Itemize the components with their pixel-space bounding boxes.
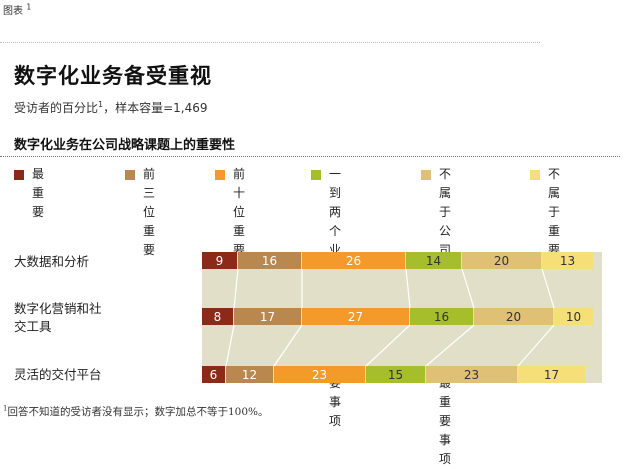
bar-segment bbox=[202, 308, 233, 325]
legend-label: 最重要 bbox=[32, 167, 45, 219]
data-label: 9 bbox=[216, 254, 224, 268]
connector-line bbox=[425, 324, 475, 367]
data-label: 10 bbox=[566, 310, 581, 324]
legend-swatch bbox=[14, 170, 24, 180]
bar-segment bbox=[202, 366, 225, 383]
data-label: 20 bbox=[494, 254, 509, 268]
data-label: 16 bbox=[262, 254, 277, 268]
bar-segment bbox=[202, 252, 237, 269]
connector-line bbox=[517, 324, 555, 367]
chart-title: 数字化业务在公司战略课题上的重要性 bbox=[14, 138, 236, 153]
legend-label: 前十位 重要 bbox=[233, 167, 246, 257]
bar-segment bbox=[542, 252, 593, 269]
category-label: 大数据和分析 bbox=[14, 254, 90, 269]
data-label: 27 bbox=[348, 310, 363, 324]
legend-swatch bbox=[311, 170, 321, 180]
connector-line bbox=[233, 268, 239, 309]
bar-segment bbox=[518, 366, 585, 383]
legend-swatch bbox=[215, 170, 225, 180]
data-label: 15 bbox=[388, 368, 403, 382]
connector-line bbox=[225, 324, 235, 367]
figure-label: 图表 1 bbox=[3, 2, 32, 17]
data-label: 17 bbox=[260, 310, 275, 324]
bar-segment bbox=[410, 308, 473, 325]
category-label: 灵活的交付平台 bbox=[14, 367, 102, 382]
data-label: 20 bbox=[506, 310, 521, 324]
bar-segment bbox=[234, 308, 301, 325]
bar-segment bbox=[406, 252, 461, 269]
category-label: 数字化营销和社 交工具 bbox=[14, 301, 102, 334]
legend-swatch bbox=[421, 170, 431, 180]
bar-segment bbox=[474, 308, 553, 325]
connector-line bbox=[461, 268, 475, 309]
bar-segment bbox=[426, 366, 517, 383]
connector-line bbox=[365, 324, 411, 367]
data-label: 6 bbox=[210, 368, 218, 382]
top-divider bbox=[0, 42, 540, 43]
page-title: 数字化业务备受重视 bbox=[14, 64, 212, 88]
stacked-bar-chart: 9 16 26 14 20 13 8 17 27 16 20 10 6 12 23 15 23 17 bbox=[202, 252, 602, 383]
legend-swatch bbox=[530, 170, 540, 180]
bar-segment bbox=[302, 252, 405, 269]
data-label: 16 bbox=[434, 310, 449, 324]
bar-segment bbox=[302, 308, 409, 325]
data-label: 26 bbox=[346, 254, 361, 268]
data-label: 13 bbox=[560, 254, 575, 268]
bar-segment bbox=[462, 252, 541, 269]
data-label: 17 bbox=[544, 368, 559, 382]
legend-label: 前三位 重要 bbox=[143, 167, 156, 257]
data-label: 8 bbox=[214, 310, 222, 324]
subtitle: 受访者的百分比1，样本容量=1,469 bbox=[14, 100, 208, 115]
header-divider bbox=[0, 156, 620, 157]
data-label: 23 bbox=[464, 368, 479, 382]
connector-line bbox=[273, 324, 303, 367]
bar-segment bbox=[238, 252, 301, 269]
bar-segment bbox=[226, 366, 273, 383]
data-label: 23 bbox=[312, 368, 327, 382]
footnote: 1回答不知道的受访者没有显示；数字加总不等于100%。 bbox=[3, 404, 269, 419]
bar-segment bbox=[274, 366, 365, 383]
connector-line bbox=[541, 268, 555, 309]
bar-segment bbox=[554, 308, 593, 325]
connector-line bbox=[405, 268, 411, 309]
data-label: 12 bbox=[242, 368, 257, 382]
bar-segment bbox=[366, 366, 425, 383]
data-label: 14 bbox=[426, 254, 441, 268]
legend-swatch bbox=[125, 170, 135, 180]
